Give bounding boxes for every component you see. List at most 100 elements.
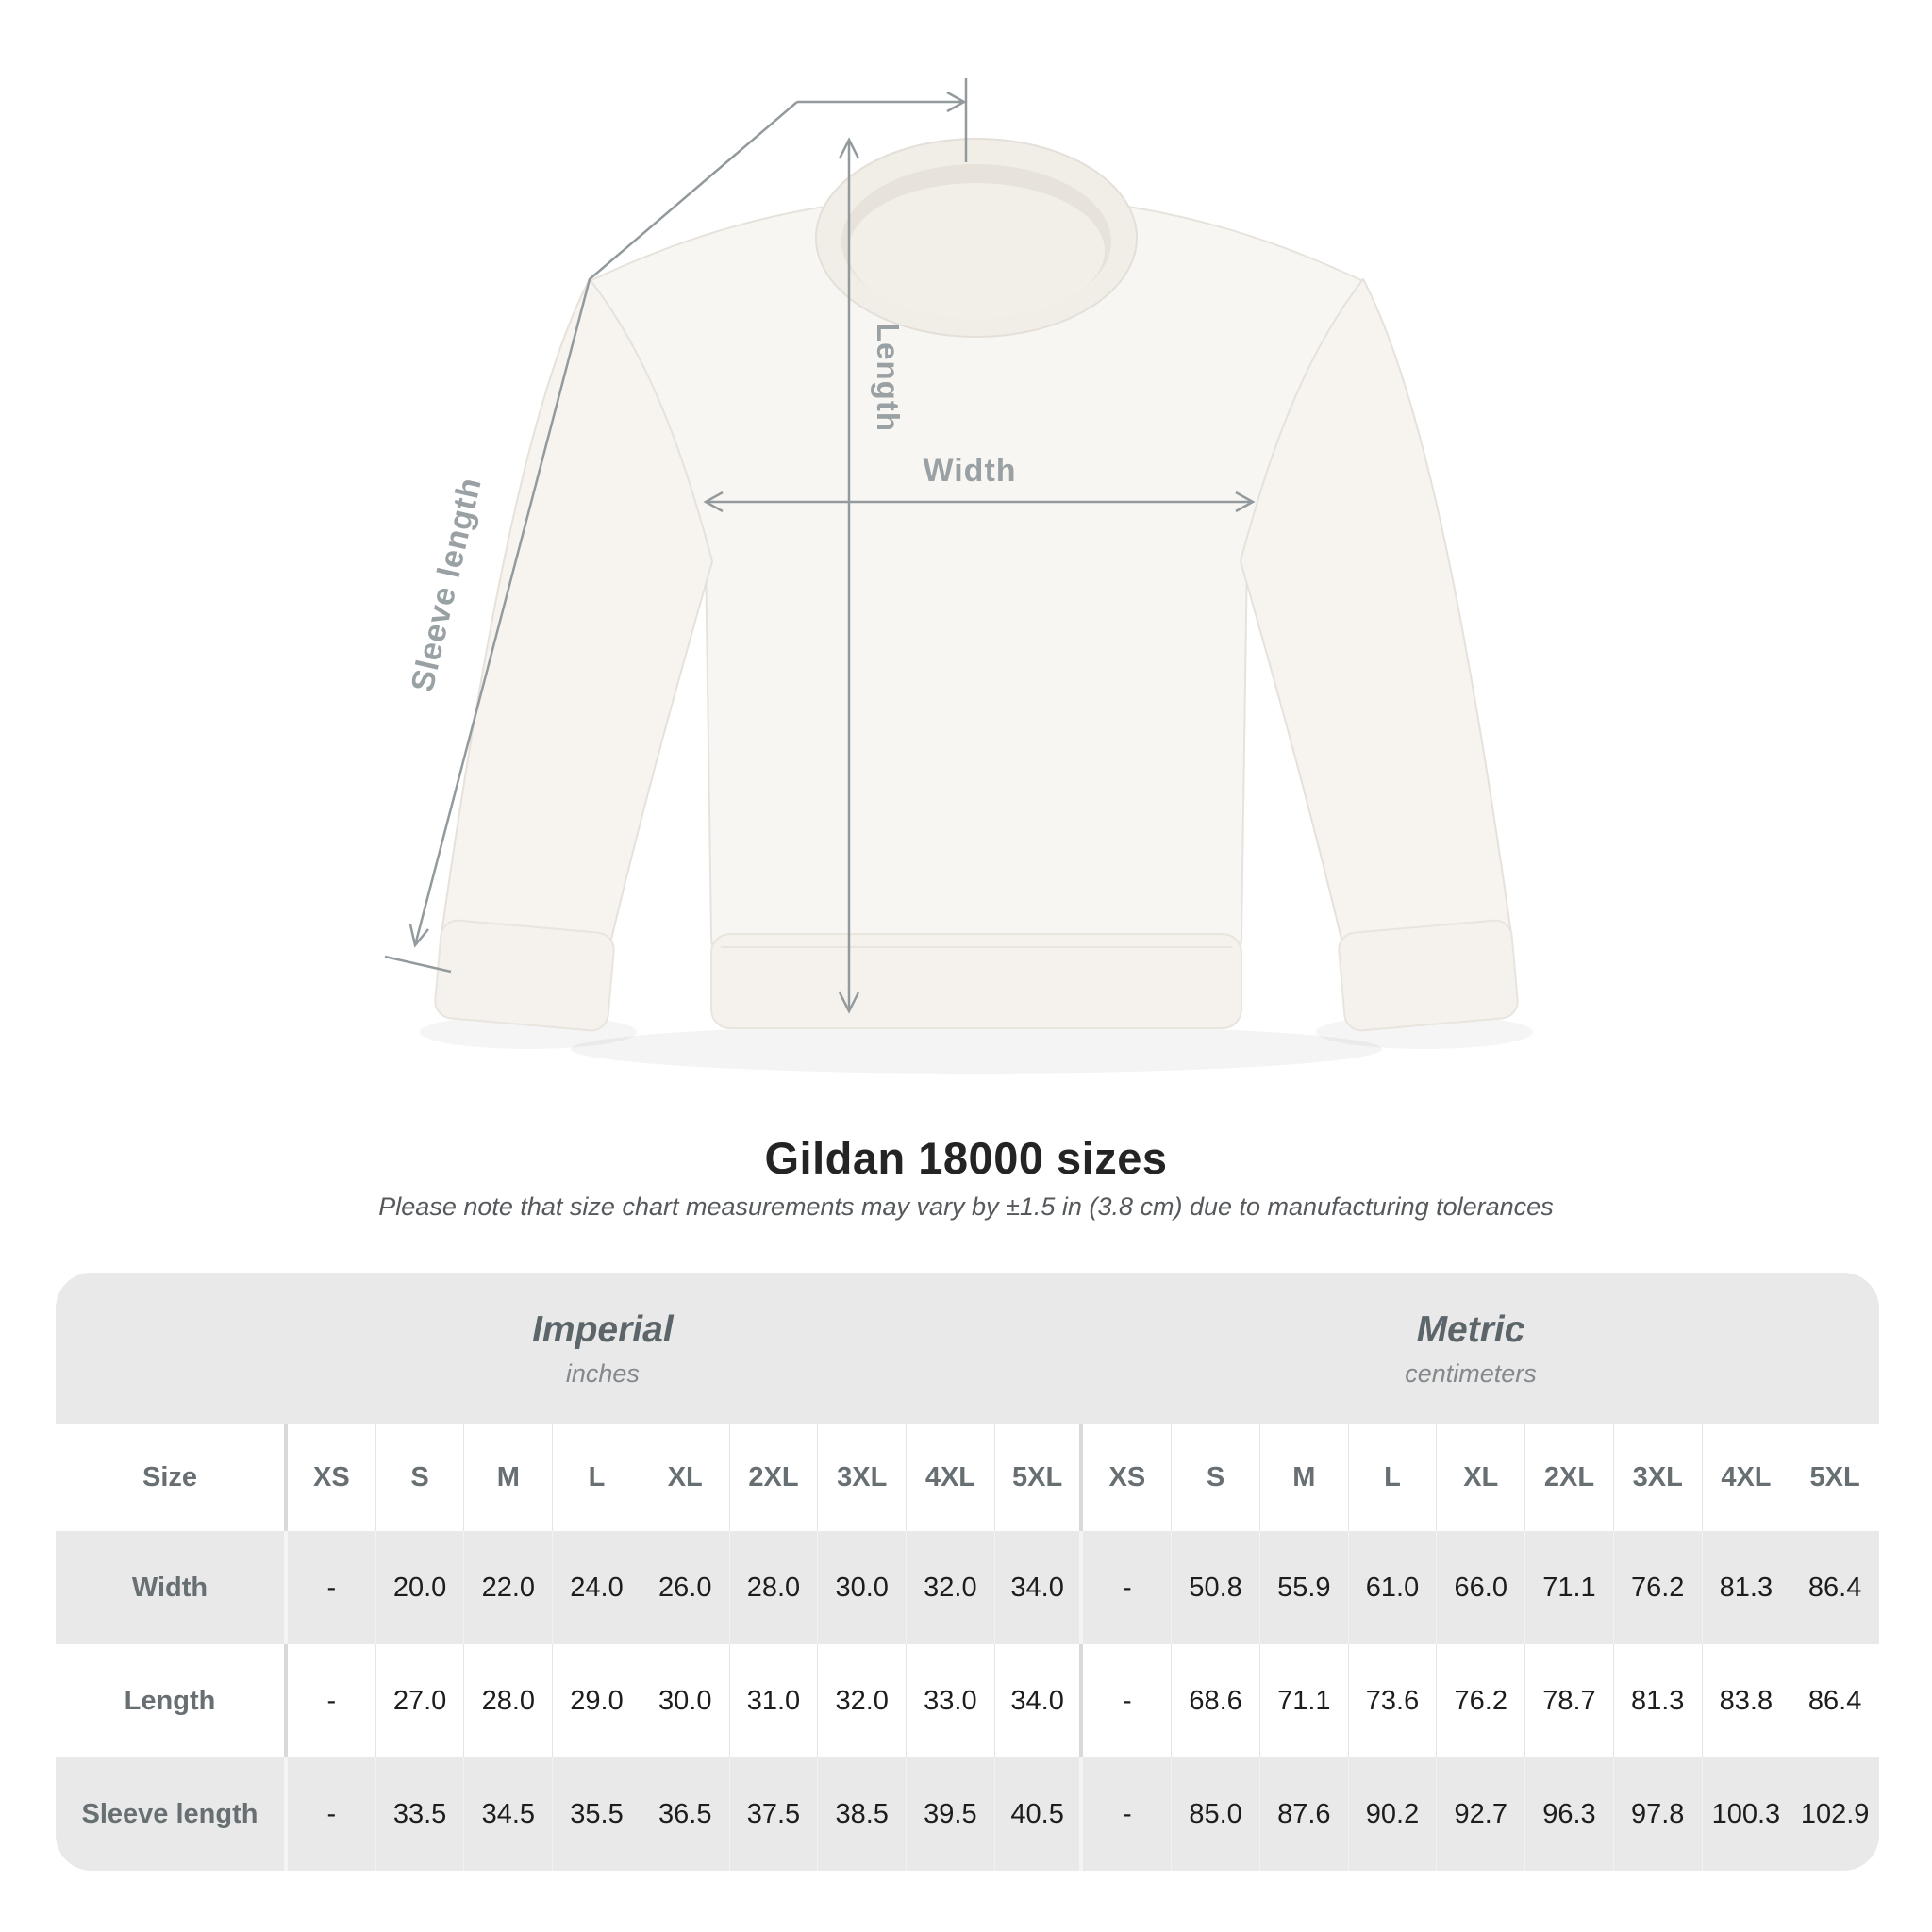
- hem-band: [710, 933, 1242, 1029]
- sleeve-line-end-bar-bottom: [384, 955, 452, 974]
- imperial-group-header: Imperial inches: [532, 1309, 674, 1389]
- width-imp-xs: -: [288, 1531, 376, 1644]
- width-arrow-left-icon: [703, 491, 724, 513]
- length-met-l: 73.6: [1349, 1644, 1438, 1757]
- row-label-length: Length: [56, 1644, 288, 1757]
- size-col-imp-2xl: 2XL: [730, 1424, 819, 1531]
- sleeve-met-xs: -: [1083, 1757, 1173, 1871]
- sweatshirt-sleeve-right: [1239, 277, 1513, 953]
- length-imp-xs: -: [288, 1644, 376, 1757]
- length-met-4xl: 83.8: [1703, 1644, 1791, 1757]
- size-col-met-4xl: 4XL: [1703, 1424, 1791, 1531]
- length-arrow-down-icon: [838, 991, 860, 1014]
- length-imp-xl: 30.0: [641, 1644, 730, 1757]
- table-row-sleeve-length: Sleeve length - 33.5 34.5 35.5 36.5 37.5…: [56, 1757, 1879, 1871]
- sleeve-imp-l: 35.5: [553, 1757, 641, 1871]
- size-col-imp-xl: XL: [641, 1424, 730, 1531]
- length-met-2xl: 78.7: [1525, 1644, 1614, 1757]
- width-imp-4xl: 32.0: [907, 1531, 995, 1644]
- size-chart-table: Imperial inches Metric centimeters Size …: [56, 1273, 1879, 1871]
- width-arrow-right-icon: [1235, 491, 1256, 513]
- sleeve-met-5xl: 102.9: [1800, 1798, 1870, 1829]
- length-imp-2xl: 31.0: [730, 1644, 819, 1757]
- size-col-met-xl: XL: [1437, 1424, 1526, 1531]
- width-imp-s: 20.0: [376, 1531, 465, 1644]
- row-label-width: Width: [56, 1531, 288, 1644]
- size-col-imp-3xl: 3XL: [818, 1424, 908, 1531]
- size-col-imp-xs: XS: [288, 1424, 376, 1531]
- row-label-sleeve-length: Sleeve length: [56, 1757, 288, 1871]
- imperial-group-label: Imperial: [532, 1308, 674, 1350]
- garment-shadow: [571, 1024, 1382, 1074]
- sleeve-imp-2xl: 37.5: [730, 1757, 819, 1871]
- width-imp-3xl: 30.0: [818, 1531, 908, 1644]
- size-col-imp-m: M: [464, 1424, 554, 1531]
- size-col-met-5xl: 5XL: [1809, 1462, 1860, 1492]
- sleeve-dimension-label: Sleeve length: [405, 474, 489, 695]
- size-col-imp-s: S: [376, 1424, 465, 1531]
- length-met-xl: 76.2: [1437, 1644, 1526, 1757]
- size-col-met-m: M: [1260, 1424, 1349, 1531]
- metric-group-unit: centimeters: [1405, 1358, 1537, 1388]
- sleeve-imp-s: 33.5: [376, 1757, 465, 1871]
- metric-group-header: Metric centimeters: [1405, 1309, 1537, 1389]
- imperial-group-unit: inches: [565, 1358, 640, 1388]
- sleeve-imp-5xl: 40.5: [995, 1757, 1084, 1871]
- sleeve-arrow-right-icon: [946, 91, 967, 113]
- tolerance-note: Please note that size chart measurements…: [378, 1192, 1554, 1221]
- width-imp-m: 22.0: [464, 1531, 554, 1644]
- sleeve-met-2xl: 96.3: [1525, 1757, 1614, 1871]
- sweatshirt-sleeve-left: [440, 277, 714, 953]
- width-imp-xl: 26.0: [641, 1531, 730, 1644]
- sleeve-imp-xs: -: [288, 1757, 376, 1871]
- width-met-5xl: 86.4: [1807, 1572, 1862, 1603]
- table-row-width: Width - 20.0 22.0 24.0 26.0 28.0 30.0 32…: [56, 1531, 1879, 1644]
- size-col-imp-l: L: [553, 1424, 641, 1531]
- sleeve-imp-4xl: 39.5: [907, 1757, 995, 1871]
- width-met-2xl: 71.1: [1525, 1531, 1614, 1644]
- size-col-met-xs: XS: [1083, 1424, 1173, 1531]
- sleeve-imp-3xl: 38.5: [818, 1757, 908, 1871]
- unit-group-band: Imperial inches Metric centimeters: [56, 1273, 1879, 1424]
- sleeve-imp-xl: 36.5: [641, 1757, 730, 1871]
- size-header-row: Size XS S M L XL 2XL 3XL 4XL 5XL XS S M …: [56, 1424, 1879, 1531]
- length-met-5xl: 86.4: [1807, 1685, 1862, 1716]
- sleeve-met-l: 90.2: [1349, 1757, 1438, 1871]
- width-imp-5xl: 34.0: [995, 1531, 1084, 1644]
- width-met-s: 50.8: [1172, 1531, 1260, 1644]
- length-met-m: 71.1: [1260, 1644, 1349, 1757]
- length-met-3xl: 81.3: [1614, 1644, 1703, 1757]
- width-met-m: 55.9: [1260, 1531, 1349, 1644]
- length-imp-4xl: 33.0: [907, 1644, 995, 1757]
- width-imp-l: 24.0: [553, 1531, 641, 1644]
- collar: [815, 138, 1138, 338]
- sleeve-met-s: 85.0: [1172, 1757, 1260, 1871]
- width-met-4xl: 81.3: [1703, 1531, 1791, 1644]
- size-col-met-s: S: [1172, 1424, 1260, 1531]
- sleeve-met-m: 87.6: [1260, 1757, 1349, 1871]
- size-col-imp-4xl: 4XL: [907, 1424, 995, 1531]
- sleeve-met-4xl: 100.3: [1703, 1757, 1791, 1871]
- width-met-xs: -: [1083, 1531, 1173, 1644]
- sleeve-length-line: [413, 101, 798, 946]
- sleeve-arrow-down-icon: [408, 924, 429, 948]
- length-met-s: 68.6: [1172, 1644, 1260, 1757]
- size-col-imp-5xl: 5XL: [995, 1424, 1084, 1531]
- sleeve-met-xl: 92.7: [1437, 1757, 1526, 1871]
- width-met-l: 61.0: [1349, 1531, 1438, 1644]
- length-imp-s: 27.0: [376, 1644, 465, 1757]
- length-imp-l: 29.0: [553, 1644, 641, 1757]
- sweatshirt-measure-diagram: Length Width Sleeve length: [384, 78, 1533, 1074]
- width-dimension-label: Width: [923, 453, 1016, 489]
- page-title: Gildan 18000 sizes: [764, 1133, 1168, 1183]
- width-met-3xl: 76.2: [1614, 1531, 1703, 1644]
- table-row-length: Length - 27.0 28.0 29.0 30.0 31.0 32.0 3…: [56, 1644, 1879, 1757]
- length-imp-3xl: 32.0: [818, 1644, 908, 1757]
- size-col-met-l: L: [1349, 1424, 1438, 1531]
- sleeve-imp-m: 34.5: [464, 1757, 554, 1871]
- length-met-xs: -: [1083, 1644, 1173, 1757]
- cuff-left: [434, 919, 615, 1032]
- cuff-right: [1338, 919, 1519, 1032]
- length-imp-5xl: 34.0: [995, 1644, 1084, 1757]
- width-met-xl: 66.0: [1437, 1531, 1526, 1644]
